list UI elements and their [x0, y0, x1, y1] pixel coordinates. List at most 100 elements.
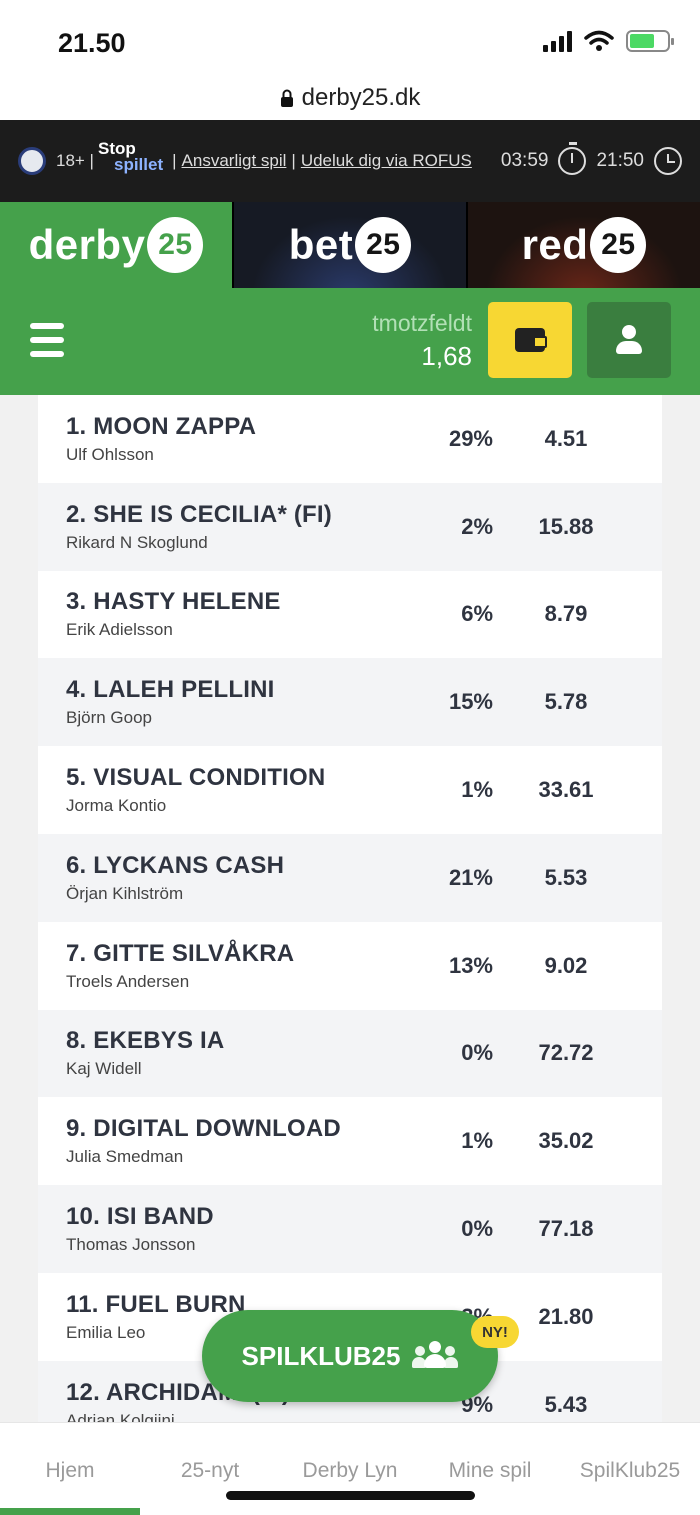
driver-name: Kaj Widell — [66, 1059, 142, 1079]
url-bar[interactable]: derby25.dk — [0, 75, 700, 120]
stopspillet-logo[interactable]: Stop spillet — [97, 139, 164, 174]
runner-row[interactable]: 6. LYCKANS CASH Örjan Kihlström 21% 5.53 — [38, 833, 662, 922]
driver-name: Julia Smedman — [66, 1147, 184, 1167]
driver-name: Adrian Kolgjini — [66, 1410, 175, 1422]
driver-name: Jorma Kontio — [66, 796, 167, 816]
odds: 15.88 — [538, 513, 594, 539]
person-icon — [614, 325, 644, 355]
odds: 77.18 — [538, 1216, 594, 1242]
balance: 1,68 — [421, 341, 472, 371]
runner-list-container: 1. MOON ZAPPA Ulf Ohlsson 29% 4.51 2. SHE I… — [0, 395, 700, 1422]
odds: 9.02 — [544, 952, 588, 978]
site-header: tmotzfeldt 1,68 — [0, 288, 700, 395]
home-indicator[interactable] — [226, 1491, 475, 1500]
bet-percentage: 29% — [448, 425, 493, 451]
horse-name: 2. SHE IS CECILIA* (FI) — [66, 500, 332, 528]
bottom-nav: Hjem 25-nyt Derby Lyn Mine spil SpilKlub… — [0, 1422, 700, 1515]
menu-icon[interactable] — [30, 323, 64, 357]
odds: 72.72 — [538, 1040, 594, 1066]
horse-name: 9. DIGITAL DOWNLOAD — [66, 1115, 341, 1143]
runner-row[interactable]: 5. VISUAL CONDITION Jorma Kontio 1% 33.61 — [38, 746, 662, 834]
horse-name: 5. VISUAL CONDITION — [66, 764, 326, 792]
driver-name: Troels Andersen — [66, 971, 190, 991]
nav-hjem[interactable]: Hjem — [45, 1459, 95, 1482]
odds: 35.02 — [538, 1128, 594, 1154]
runner-row[interactable]: 3. HASTY HELENE Erik Adielsson 6% 8.79 — [38, 571, 662, 659]
status-time: 21.50 — [58, 28, 126, 58]
user-info: tmotzfeldt 1,68 — [372, 310, 472, 372]
nav-mine-spil[interactable]: Mine spil — [448, 1459, 532, 1482]
driver-name: Thomas Jonsson — [66, 1235, 196, 1255]
bet-percentage: 0% — [461, 1216, 493, 1242]
runner-row[interactable]: 10. ISI BAND Thomas Jonsson 0% 77.18 — [38, 1185, 662, 1273]
group-icon — [412, 1341, 459, 1371]
odds: 8.79 — [544, 601, 588, 627]
tab-derby25[interactable]: derby 25 — [0, 202, 232, 288]
clock-time: 21:50 — [596, 150, 644, 171]
bet-percentage: 13% — [448, 952, 493, 978]
driver-name: Emilia Leo — [66, 1322, 146, 1342]
responsible-gambling-bar: 18+ | Stop spillet | Ansvarligt spil | U… — [0, 120, 700, 202]
driver-name: Björn Goop — [66, 708, 152, 728]
bet-percentage: 2% — [461, 513, 493, 539]
bet-percentage: 1% — [461, 777, 493, 803]
tab-bet25[interactable]: bet 25 — [232, 202, 466, 288]
bet-percentage: 1% — [461, 1128, 493, 1154]
bet-percentage: 6% — [461, 601, 493, 627]
account-button[interactable] — [587, 302, 671, 378]
url-text: derby25.dk — [301, 83, 421, 111]
odds: 21.80 — [538, 1303, 594, 1329]
horse-name: 4. LALEH PELLINI — [66, 676, 275, 704]
odds: 5.43 — [544, 1391, 588, 1417]
horse-name: 3. HASTY HELENE — [66, 588, 281, 616]
tab-red25[interactable]: red 25 — [466, 202, 700, 288]
status-icons — [543, 30, 674, 52]
horse-name: 6. LYCKANS CASH — [66, 851, 285, 879]
driver-name: Örjan Kihlström — [66, 883, 184, 903]
runner-row[interactable]: 2. SHE IS CECILIA* (FI) Rikard N Skoglund… — [38, 482, 662, 571]
active-tab-indicator — [0, 1508, 140, 1515]
spilklub-label: SPILKLUB25 — [241, 1340, 401, 1371]
runner-row[interactable]: 4. LALEH PELLINI Björn Goop 15% 5.78 — [38, 658, 662, 747]
runner-row[interactable]: 8. EKEBYS IA Kaj Widell 0% 72.72 — [38, 1009, 662, 1098]
nav-25-nyt[interactable]: 25-nyt — [180, 1459, 240, 1482]
bet-percentage: 15% — [448, 689, 493, 715]
lock-icon — [280, 89, 293, 107]
battery-icon — [626, 30, 674, 52]
odds: 5.53 — [544, 864, 588, 890]
runner-row[interactable]: 11. FUEL BURN Emilia Leo 3% 21.80 — [38, 1273, 662, 1361]
horse-name: 8. EKEBYS IA — [66, 1027, 225, 1055]
nav-derby-lyn[interactable]: Derby Lyn — [302, 1459, 398, 1482]
odds: 4.51 — [544, 425, 588, 451]
odds: 33.61 — [538, 777, 594, 803]
horse-name: 11. FUEL BURN — [66, 1290, 246, 1318]
runner-row[interactable]: 7. GITTE SILVÅKRA Troels Andersen 13% 9.02 — [38, 922, 662, 1010]
username: tmotzfeldt — [372, 310, 472, 336]
horse-name: 7. GITTE SILVÅKRA — [66, 939, 295, 967]
session-clocks: 03:59 21:50 — [500, 142, 682, 175]
horse-name: 1. MOON ZAPPA — [66, 412, 257, 440]
signal-icon — [543, 30, 572, 52]
wallet-icon — [515, 328, 547, 352]
spilklub-button[interactable]: SPILKLUB25 — [202, 1310, 498, 1402]
driver-name: Ulf Ohlsson — [66, 444, 154, 464]
rofus-link[interactable]: Udeluk dig via ROFUS — [300, 151, 472, 170]
runner-row[interactable]: 1. MOON ZAPPA Ulf Ohlsson 29% 4.51 — [38, 395, 662, 483]
bet-percentage: 21% — [448, 864, 493, 890]
status-bar: 21.50 — [0, 0, 700, 75]
session-time: 03:59 — [500, 150, 549, 171]
nav-spilklub25[interactable]: SpilKlub25 — [579, 1459, 681, 1482]
new-badge: NY! — [471, 1316, 519, 1348]
horse-name: 10. ISI BAND — [66, 1203, 214, 1231]
runner-list: 1. MOON ZAPPA Ulf Ohlsson 29% 4.51 2. SHE I… — [38, 395, 662, 1422]
wallet-button[interactable] — [488, 302, 572, 378]
bet-percentage: 0% — [461, 1040, 493, 1066]
odds: 5.78 — [544, 689, 588, 715]
wifi-icon — [584, 30, 614, 51]
runner-row[interactable]: 9. DIGITAL DOWNLOAD Julia Smedman 1% 35.02 — [38, 1097, 662, 1185]
clock-icon — [654, 147, 682, 175]
driver-name: Rikard N Skoglund — [66, 532, 208, 552]
authority-crest-icon — [18, 147, 46, 175]
responsible-gambling-link[interactable]: Ansvarligt spil — [181, 151, 287, 170]
brand-tabs: derby 25 bet 25 red 25 — [0, 202, 700, 288]
